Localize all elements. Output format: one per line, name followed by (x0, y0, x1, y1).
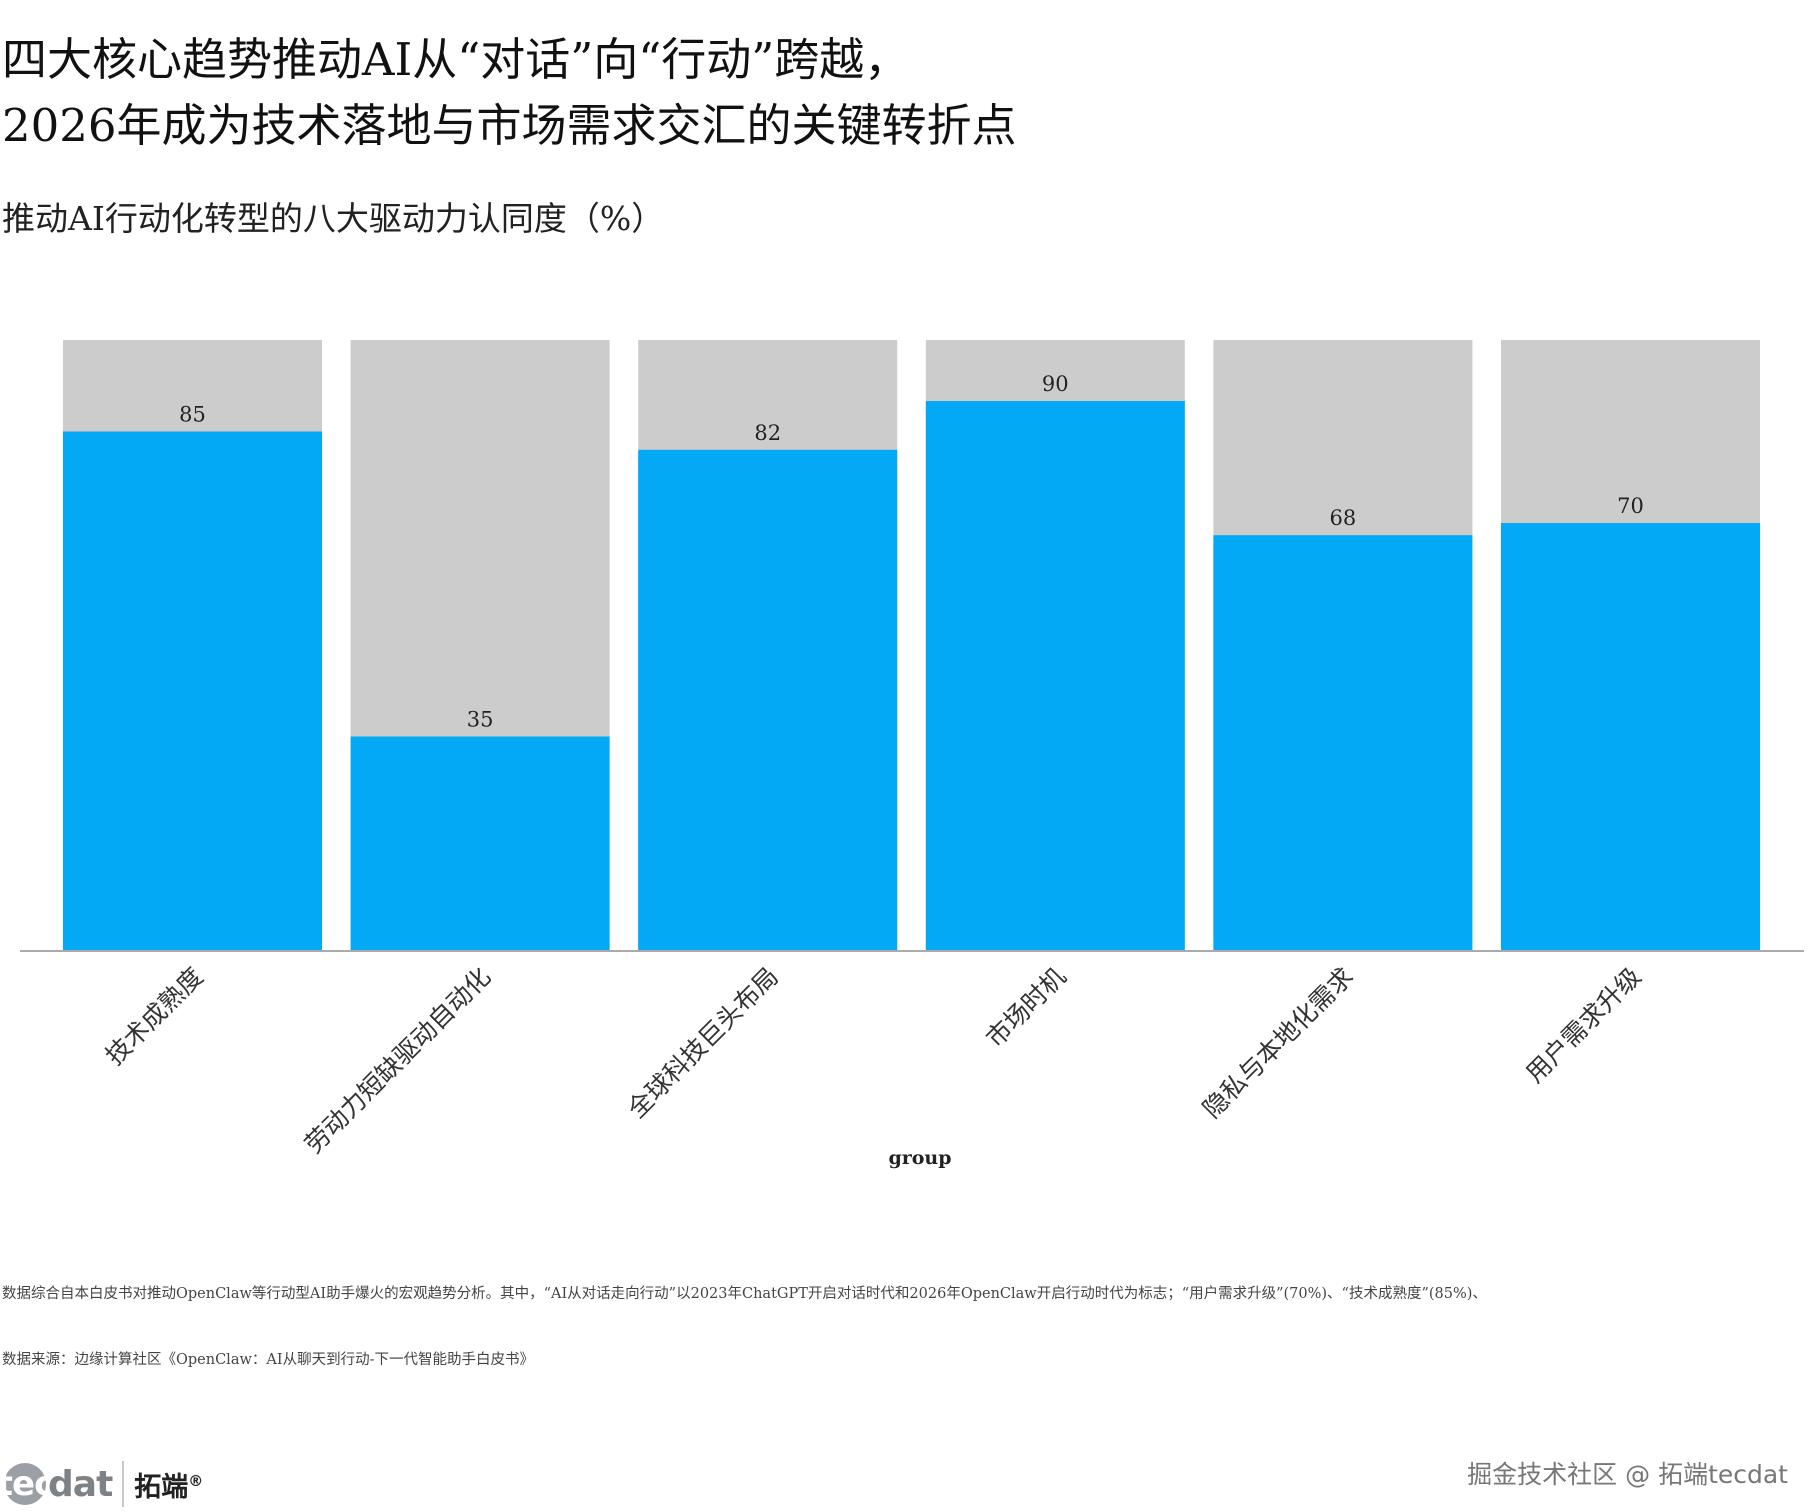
x-tick-label: 技术成熟度 (100, 962, 209, 1071)
x-tick-label: 隐私与本地化需求 (1197, 962, 1359, 1124)
x-tick-label: 市场时机 (980, 962, 1071, 1053)
brand-logo: tec dat 拓端® (0, 1458, 203, 1510)
x-tick-label: 用户需求升级 (1520, 962, 1647, 1089)
bar-value-label: 35 (467, 708, 494, 732)
bar (1213, 535, 1473, 950)
chart-title-line-1: 四大核心趋势推动AI从“对话”向“行动”跨越， (2, 33, 910, 86)
bar (63, 431, 322, 950)
logo-registered-mark: ® (188, 1471, 204, 1490)
chart-note-description: 数据综合自本白皮书对推动OpenClaw等行动型AI助手爆火的宏观趋势分析。其中… (2, 1286, 1487, 1302)
logo-wordmark: dat (48, 1463, 113, 1505)
bars-layer (63, 340, 1760, 950)
bar-chart: 85 技术成熟度 35 劳动力短缺驱动自动化 82 全球科技巨头布局 90 市场时机 68 隐私与… (20, 340, 1804, 1169)
x-tick-label: 全球科技巨头布局 (622, 962, 784, 1124)
bar (350, 736, 610, 950)
logo-chinese-name: 拓端® (134, 1465, 203, 1504)
logo-chinese-text: 拓端 (134, 1471, 189, 1503)
chart-title-line-2: 2026年成为技术落地与市场需求交汇的关键转折点 (2, 99, 1017, 152)
chart-subtitle: 推动AI行动化转型的八大驱动力认同度（%） (2, 199, 665, 238)
logo-divider (122, 1461, 125, 1507)
bar (925, 401, 1185, 950)
bar-value-label: 82 (754, 421, 781, 445)
x-tick-label: 劳动力短缺驱动自动化 (299, 962, 496, 1159)
bar-value-label: 68 (1330, 506, 1357, 530)
bar-value-label: 85 (179, 403, 206, 427)
logo-circle-mark: tec (0, 1463, 54, 1505)
x-axis-title: group (888, 1147, 951, 1169)
bar-value-label: 70 (1617, 494, 1644, 518)
watermark-text: 掘金技术社区 @ 拓端tecdat (1467, 1460, 1788, 1489)
bar (1501, 523, 1760, 950)
chart-note-source: 数据来源：边缘计算社区《OpenClaw：AI从聊天到行动-下一代智能助手白皮书… (2, 1352, 534, 1368)
bar-value-label: 90 (1042, 372, 1069, 396)
bar (638, 449, 898, 950)
